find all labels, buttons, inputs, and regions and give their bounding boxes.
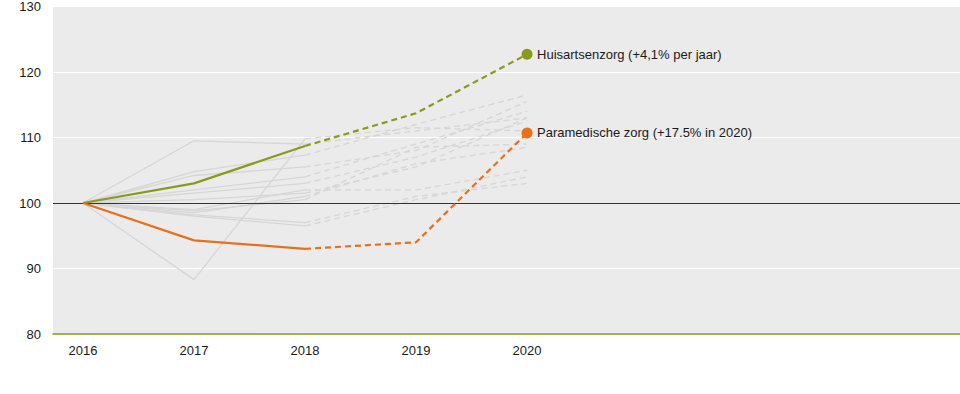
svg-text:130: 130	[19, 0, 41, 14]
svg-text:2018: 2018	[291, 343, 320, 358]
svg-text:80: 80	[27, 327, 41, 342]
svg-text:Paramedische zorg (+17.5% in 2: Paramedische zorg (+17.5% in 2020)	[537, 125, 752, 140]
svg-text:2020: 2020	[513, 343, 542, 358]
svg-text:2017: 2017	[180, 343, 209, 358]
svg-text:2016: 2016	[69, 343, 98, 358]
svg-text:110: 110	[20, 130, 41, 145]
svg-text:100: 100	[19, 196, 41, 211]
svg-text:Huisartsenzorg (+4,1% per jaar: Huisartsenzorg (+4,1% per jaar)	[537, 47, 722, 62]
svg-text:2019: 2019	[402, 343, 431, 358]
svg-text:120: 120	[19, 65, 41, 80]
svg-text:90: 90	[27, 261, 41, 276]
